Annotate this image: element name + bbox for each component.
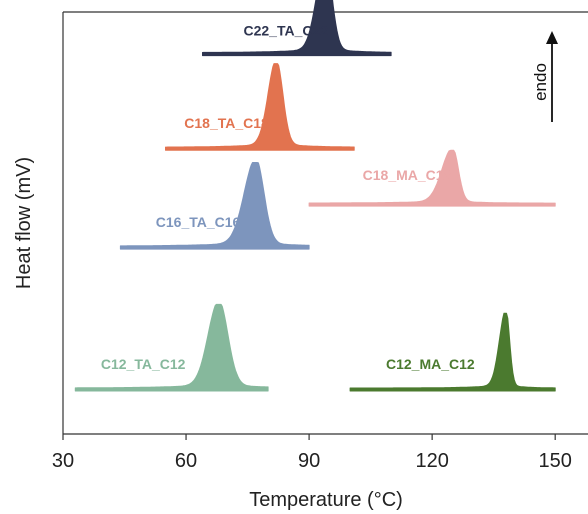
x-tick-label: 30 bbox=[52, 450, 74, 472]
x-tick-label: 150 bbox=[539, 450, 572, 472]
endo-label: endo bbox=[531, 63, 550, 101]
dsc-peak-c18-ma-c18 bbox=[308, 149, 556, 207]
series-layer: C22_TA_C22 C18_TA_C18 C18_MA_C18 C16_TA_C16… bbox=[74, 0, 556, 392]
series-label: C12_MA_C12 bbox=[386, 356, 475, 372]
series-label: C18_MA_C18 bbox=[363, 167, 452, 183]
series-label: C16_TA_C16 bbox=[156, 214, 241, 230]
dsc-peak-c22-ta-c22 bbox=[202, 0, 392, 57]
endo-arrow-icon bbox=[546, 31, 558, 44]
dsc-peak-c16-ta-c16 bbox=[119, 162, 310, 250]
dsc-peak-c12-ta-c12 bbox=[74, 303, 269, 392]
x-axis-title: Temperature (°C) bbox=[249, 489, 403, 511]
x-tick-label: 120 bbox=[415, 450, 448, 472]
x-ticks: 30 60 90 120 150 bbox=[52, 434, 572, 472]
dsc-peak-c18-ta-c18 bbox=[165, 63, 355, 151]
series-label: C22_TA_C22 bbox=[244, 23, 329, 39]
y-axis-title: Heat flow (mV) bbox=[13, 157, 35, 289]
series-label: C18_TA_C18 bbox=[184, 115, 269, 131]
x-tick-label: 90 bbox=[298, 450, 320, 472]
x-tick-label: 60 bbox=[175, 450, 197, 472]
series-label: C12_TA_C12 bbox=[101, 356, 186, 372]
dsc-peak-c12-ma-c12 bbox=[349, 312, 556, 392]
endo-annotation: endo bbox=[531, 31, 558, 122]
